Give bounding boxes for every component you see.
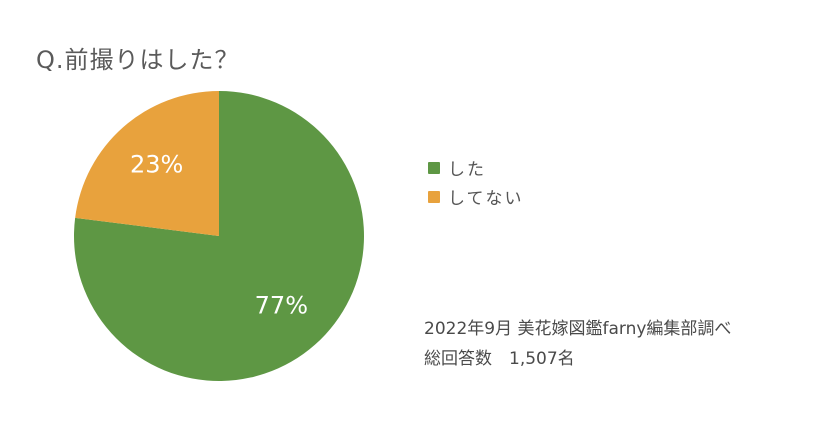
legend-item-shitenai: してない [428,182,524,211]
legend-swatch-shitenai [428,190,440,203]
source-line-respondents: 総回答数 1,507名 [424,349,575,369]
pie-label-shitenai: 23% [130,150,183,178]
legend-swatch-shita [428,161,440,174]
pie-slice-shitenai [75,91,219,236]
legend-item-shita: した [428,153,524,182]
legend-label-shita: した [448,160,486,180]
chart-title: Q.前撮りはした？ [36,46,240,74]
source-note: 2022年9月 美花嫁図鑑farny編集部調べ 総回答数 1,507名 [424,314,731,374]
legend-label-shitenai: してない [448,189,524,209]
source-line-survey: 2022年9月 美花嫁図鑑farny編集部調べ [424,319,732,339]
legend: した してない [428,153,524,211]
pie-slice-shita [74,91,365,382]
pie-label-shita: 77% [255,292,308,320]
